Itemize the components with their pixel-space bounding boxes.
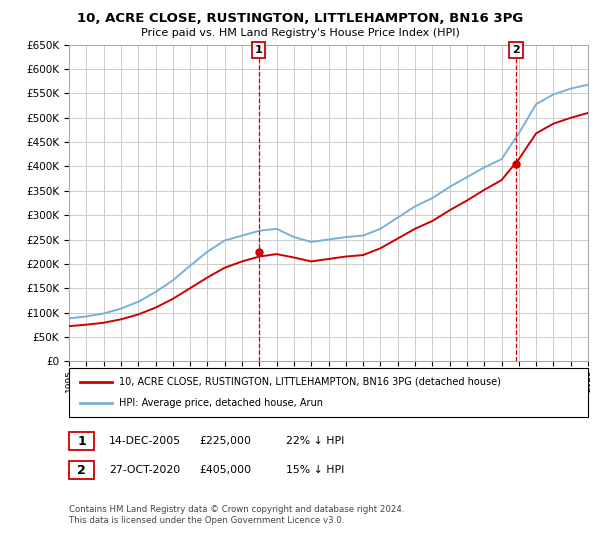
Text: £225,000: £225,000 bbox=[199, 436, 251, 446]
Text: 10, ACRE CLOSE, RUSTINGTON, LITTLEHAMPTON, BN16 3PG (detached house): 10, ACRE CLOSE, RUSTINGTON, LITTLEHAMPTO… bbox=[119, 377, 501, 387]
Text: 2: 2 bbox=[77, 464, 86, 477]
Text: 27-OCT-2020: 27-OCT-2020 bbox=[109, 465, 181, 475]
Text: 10, ACRE CLOSE, RUSTINGTON, LITTLEHAMPTON, BN16 3PG: 10, ACRE CLOSE, RUSTINGTON, LITTLEHAMPTO… bbox=[77, 12, 523, 25]
Text: £405,000: £405,000 bbox=[199, 465, 251, 475]
Text: Price paid vs. HM Land Registry's House Price Index (HPI): Price paid vs. HM Land Registry's House … bbox=[140, 28, 460, 38]
Text: 22% ↓ HPI: 22% ↓ HPI bbox=[286, 436, 344, 446]
Text: 2: 2 bbox=[512, 45, 520, 55]
Text: 14-DEC-2005: 14-DEC-2005 bbox=[109, 436, 181, 446]
Text: 1: 1 bbox=[77, 435, 86, 448]
Text: HPI: Average price, detached house, Arun: HPI: Average price, detached house, Arun bbox=[119, 398, 323, 408]
Text: 1: 1 bbox=[255, 45, 262, 55]
Text: Contains HM Land Registry data © Crown copyright and database right 2024.
This d: Contains HM Land Registry data © Crown c… bbox=[69, 505, 404, 525]
Text: 15% ↓ HPI: 15% ↓ HPI bbox=[286, 465, 344, 475]
